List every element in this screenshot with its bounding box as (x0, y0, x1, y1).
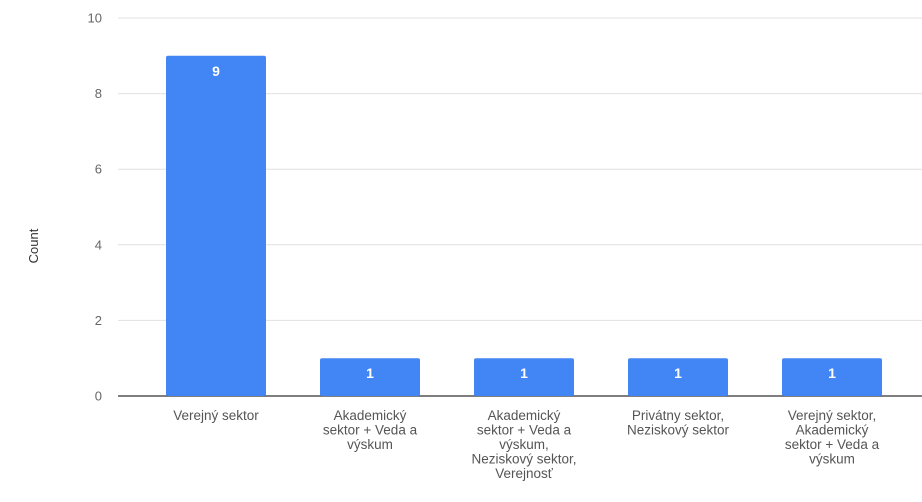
data-label: 1 (828, 365, 836, 381)
bar (782, 358, 882, 396)
y-tick-label: 8 (95, 86, 102, 101)
y-tick-label: 10 (88, 11, 102, 26)
x-tick-label: Verejný sektor (173, 408, 259, 423)
bar (628, 358, 728, 396)
y-tick-label: 6 (95, 162, 102, 177)
data-label: 1 (520, 365, 528, 381)
y-axis-title: Count (26, 228, 41, 263)
labels-layer: 0 2 4 6 8 10 9 Verejný sektor 1 Akademický sektor … (88, 11, 880, 482)
bar (166, 55, 266, 397)
x-tick-label: Privátny sektor, Neziskový sektor (627, 408, 730, 438)
y-tick-label: 4 (95, 237, 102, 252)
bar (320, 358, 420, 396)
data-label: 1 (366, 365, 374, 381)
x-tick-label: Akademický sektor + Veda a výskum, Neziskov… (471, 408, 576, 481)
data-label: 9 (212, 63, 220, 79)
y-tick-label: 2 (95, 313, 102, 328)
x-tick-label: Akademický sektor + Veda a výskum (323, 408, 418, 452)
y-tick-label: 0 (95, 389, 102, 404)
bars-layer (166, 55, 882, 397)
x-tick-label: Verejný sektor, Akademický sektor + Veda a… (785, 408, 880, 467)
bar (474, 358, 574, 396)
data-label: 1 (674, 365, 682, 381)
